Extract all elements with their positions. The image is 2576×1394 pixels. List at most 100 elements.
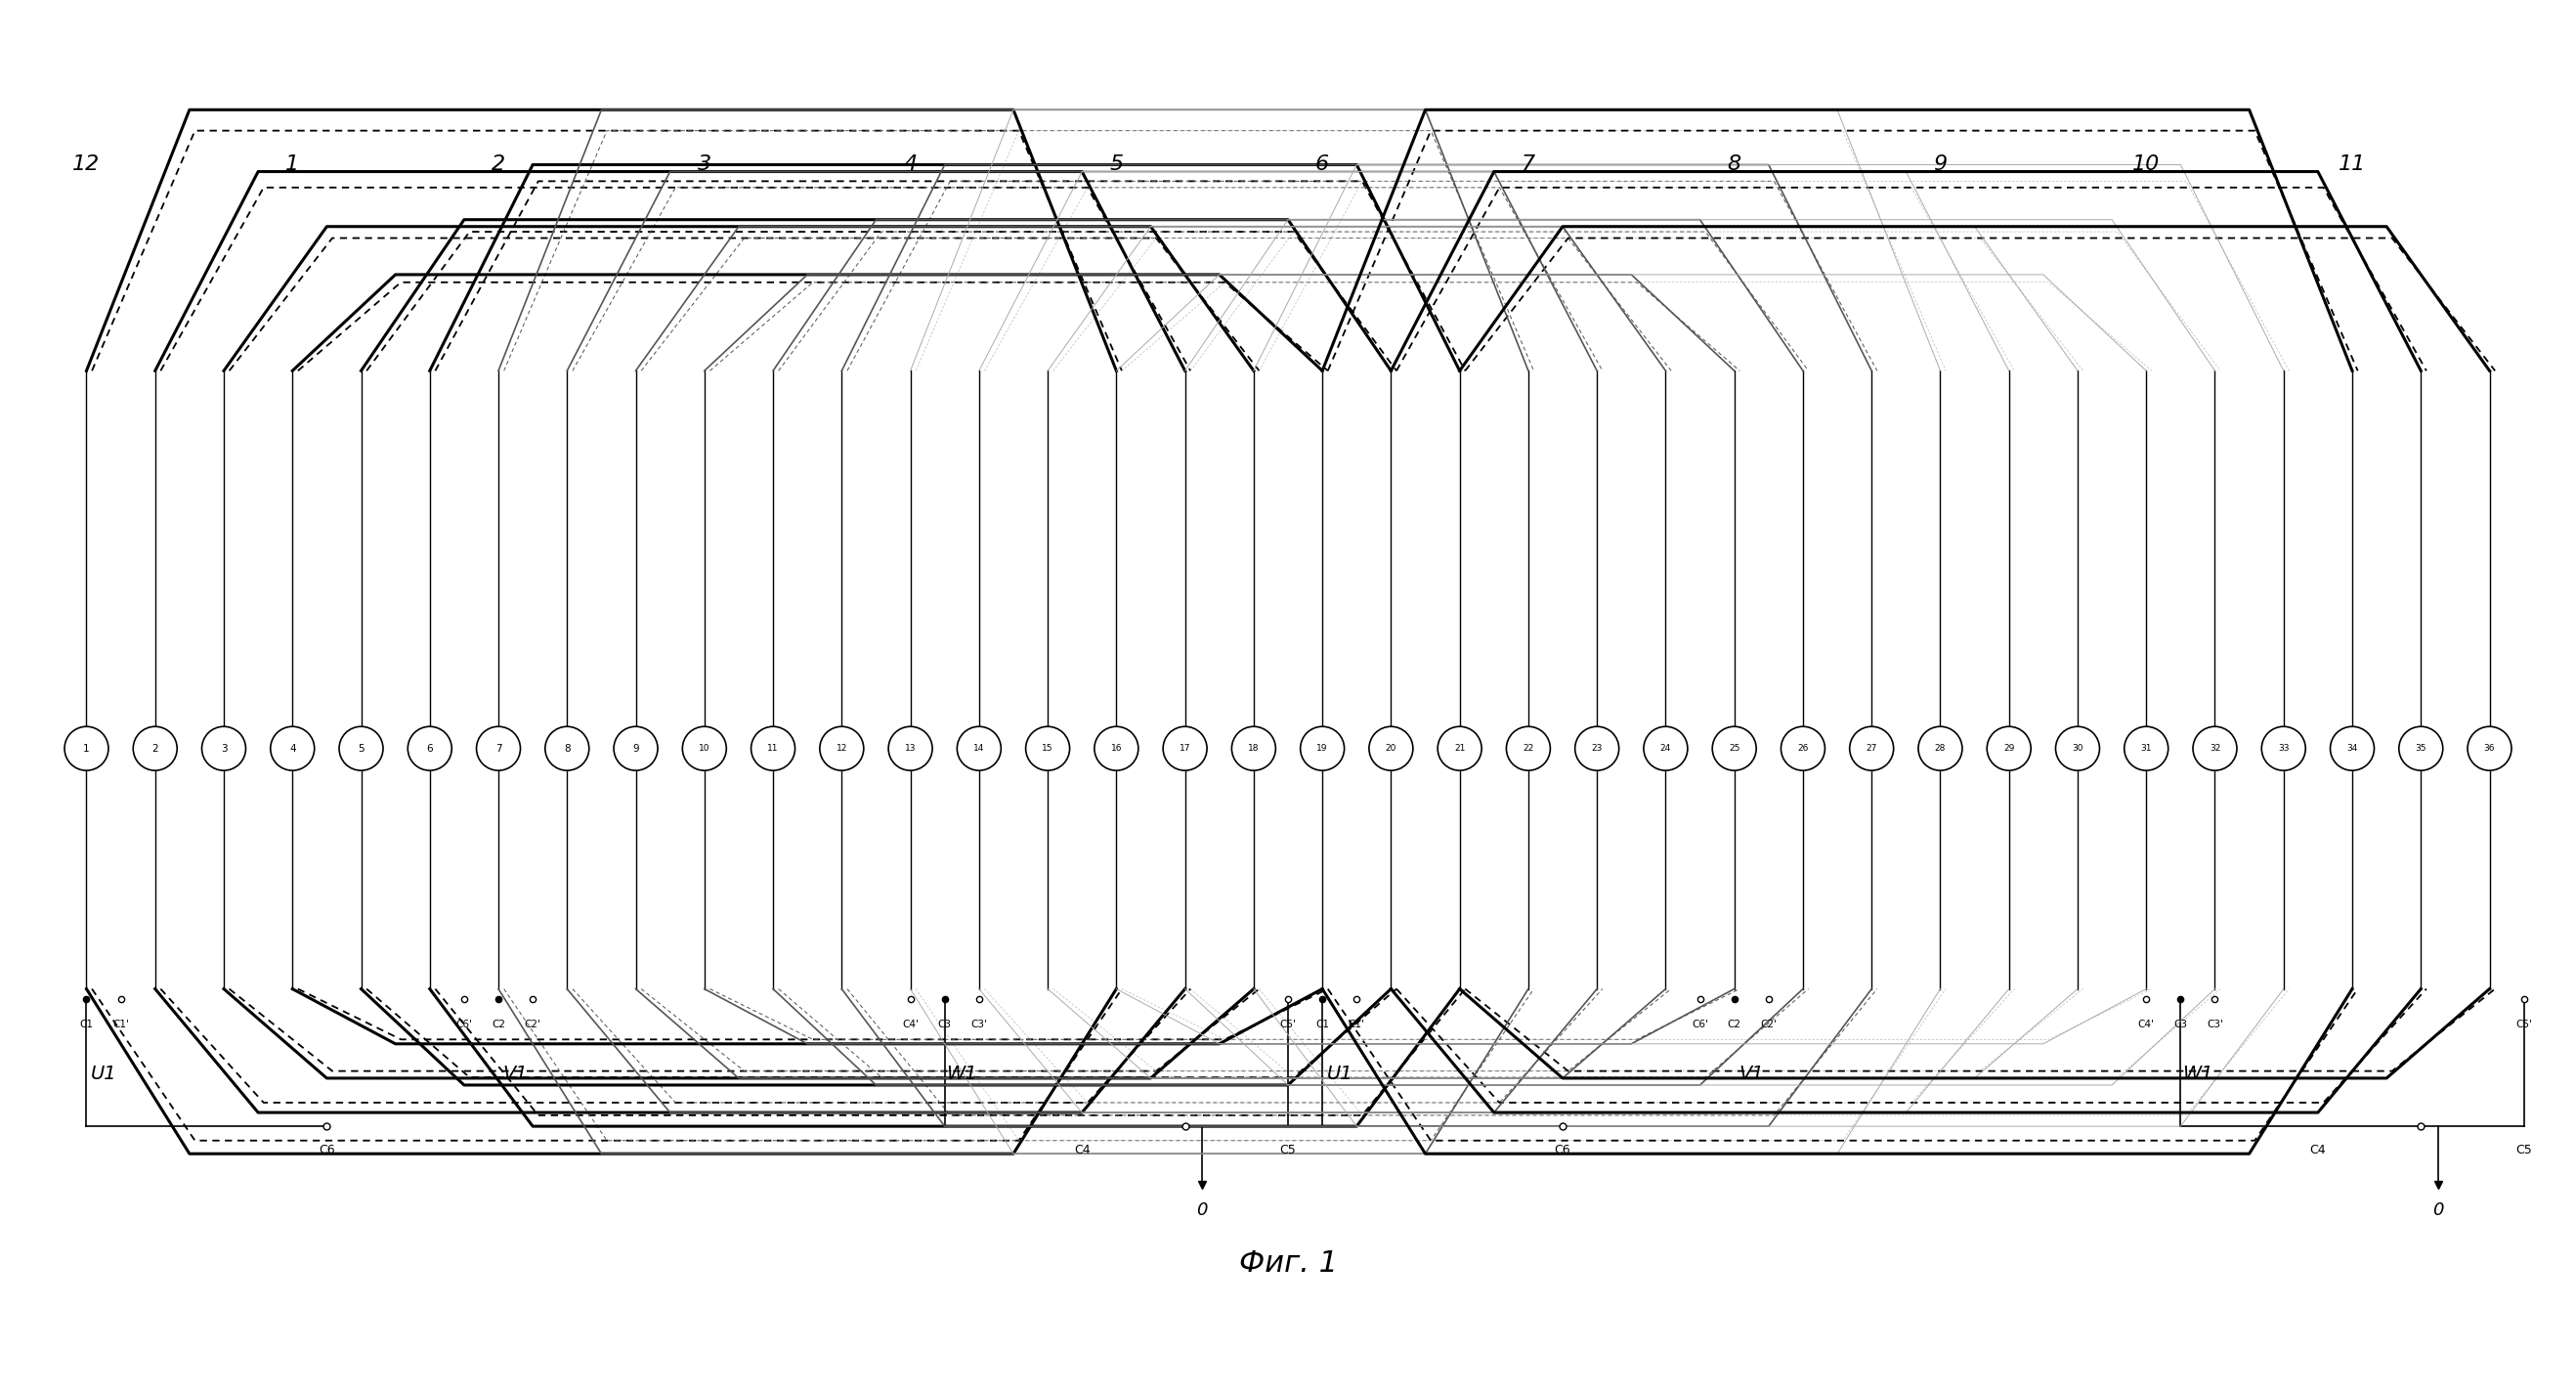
Text: 27: 27 [1865, 744, 1878, 753]
Text: C4: C4 [1074, 1143, 1090, 1156]
Circle shape [1780, 726, 1824, 771]
Text: 2: 2 [152, 743, 157, 753]
Circle shape [2192, 726, 2236, 771]
Circle shape [546, 726, 590, 771]
Circle shape [613, 726, 657, 771]
Circle shape [1574, 726, 1618, 771]
Text: 15: 15 [1043, 744, 1054, 753]
Text: C5': C5' [1280, 1020, 1296, 1030]
Circle shape [1713, 726, 1757, 771]
Circle shape [2125, 726, 2169, 771]
Text: 22: 22 [1522, 744, 1533, 753]
Text: C1: C1 [80, 1020, 93, 1030]
Text: 28: 28 [1935, 744, 1945, 753]
Text: 29: 29 [2004, 744, 2014, 753]
Text: 5: 5 [358, 743, 363, 753]
Text: W1: W1 [945, 1065, 976, 1083]
Text: 0: 0 [2432, 1202, 2445, 1220]
Text: 26: 26 [1798, 744, 1808, 753]
Circle shape [1368, 726, 1414, 771]
Circle shape [889, 726, 933, 771]
Circle shape [683, 726, 726, 771]
Text: 17: 17 [1180, 744, 1190, 753]
Text: 12: 12 [837, 744, 848, 753]
Text: C2: C2 [1728, 1020, 1741, 1030]
Circle shape [407, 726, 451, 771]
Text: 16: 16 [1110, 744, 1123, 753]
Text: C1: C1 [1316, 1020, 1329, 1030]
Circle shape [2398, 726, 2442, 771]
Circle shape [2331, 726, 2375, 771]
Text: 36: 36 [2483, 744, 2496, 753]
Circle shape [958, 726, 1002, 771]
Text: 7: 7 [495, 743, 502, 753]
Circle shape [1095, 726, 1139, 771]
Circle shape [340, 726, 384, 771]
Text: 11: 11 [2339, 155, 2365, 174]
Text: 3: 3 [222, 743, 227, 753]
Text: 10: 10 [2133, 155, 2161, 174]
Text: C5: C5 [1280, 1143, 1296, 1156]
Circle shape [1986, 726, 2030, 771]
Text: C3: C3 [2174, 1020, 2187, 1030]
Text: C2': C2' [526, 1020, 541, 1030]
Text: 10: 10 [698, 744, 711, 753]
Circle shape [1162, 726, 1208, 771]
Text: V1: V1 [502, 1065, 528, 1083]
Text: C5: C5 [2517, 1143, 2532, 1156]
Circle shape [1919, 726, 1963, 771]
Text: 3: 3 [698, 155, 711, 174]
Text: C1': C1' [113, 1020, 129, 1030]
Circle shape [1301, 726, 1345, 771]
Circle shape [1507, 726, 1551, 771]
Text: 1: 1 [286, 155, 299, 174]
Text: 2: 2 [492, 155, 505, 174]
Circle shape [1231, 726, 1275, 771]
Circle shape [201, 726, 245, 771]
Text: C6': C6' [1692, 1020, 1708, 1030]
Text: 1: 1 [82, 743, 90, 753]
Text: 35: 35 [2416, 744, 2427, 753]
Text: C4': C4' [902, 1020, 920, 1030]
Circle shape [477, 726, 520, 771]
Text: 18: 18 [1247, 744, 1260, 753]
Text: W1: W1 [2182, 1065, 2213, 1083]
Text: Фиг. 1: Фиг. 1 [1239, 1249, 1337, 1278]
Text: 5: 5 [1110, 155, 1123, 174]
Text: 34: 34 [2347, 744, 2357, 753]
Text: 14: 14 [974, 744, 984, 753]
Circle shape [752, 726, 796, 771]
Circle shape [270, 726, 314, 771]
Text: 30: 30 [2071, 744, 2084, 753]
Text: C4': C4' [2138, 1020, 2154, 1030]
Circle shape [1850, 726, 1893, 771]
Text: C3: C3 [938, 1020, 951, 1030]
Text: 4: 4 [289, 743, 296, 753]
Text: 12: 12 [72, 155, 100, 174]
Text: 6: 6 [1316, 155, 1329, 174]
Text: 24: 24 [1659, 744, 1672, 753]
Text: 8: 8 [1728, 155, 1741, 174]
Text: 21: 21 [1453, 744, 1466, 753]
Circle shape [819, 726, 863, 771]
Circle shape [1643, 726, 1687, 771]
Circle shape [2056, 726, 2099, 771]
Text: C4: C4 [2311, 1143, 2326, 1156]
Text: 9: 9 [1935, 155, 1947, 174]
Text: C6: C6 [1553, 1143, 1571, 1156]
Text: 4: 4 [904, 155, 917, 174]
Text: C6: C6 [319, 1143, 335, 1156]
Text: 20: 20 [1386, 744, 1396, 753]
Text: C3': C3' [971, 1020, 987, 1030]
Circle shape [64, 726, 108, 771]
Text: U1: U1 [1327, 1065, 1352, 1083]
Text: 32: 32 [2210, 744, 2221, 753]
Text: 7: 7 [1522, 155, 1535, 174]
Text: 6: 6 [428, 743, 433, 753]
Text: C2': C2' [1759, 1020, 1777, 1030]
Text: C5': C5' [2517, 1020, 2532, 1030]
Text: 0: 0 [1198, 1202, 1208, 1220]
Circle shape [1437, 726, 1481, 771]
Text: 33: 33 [2277, 744, 2290, 753]
Circle shape [1025, 726, 1069, 771]
